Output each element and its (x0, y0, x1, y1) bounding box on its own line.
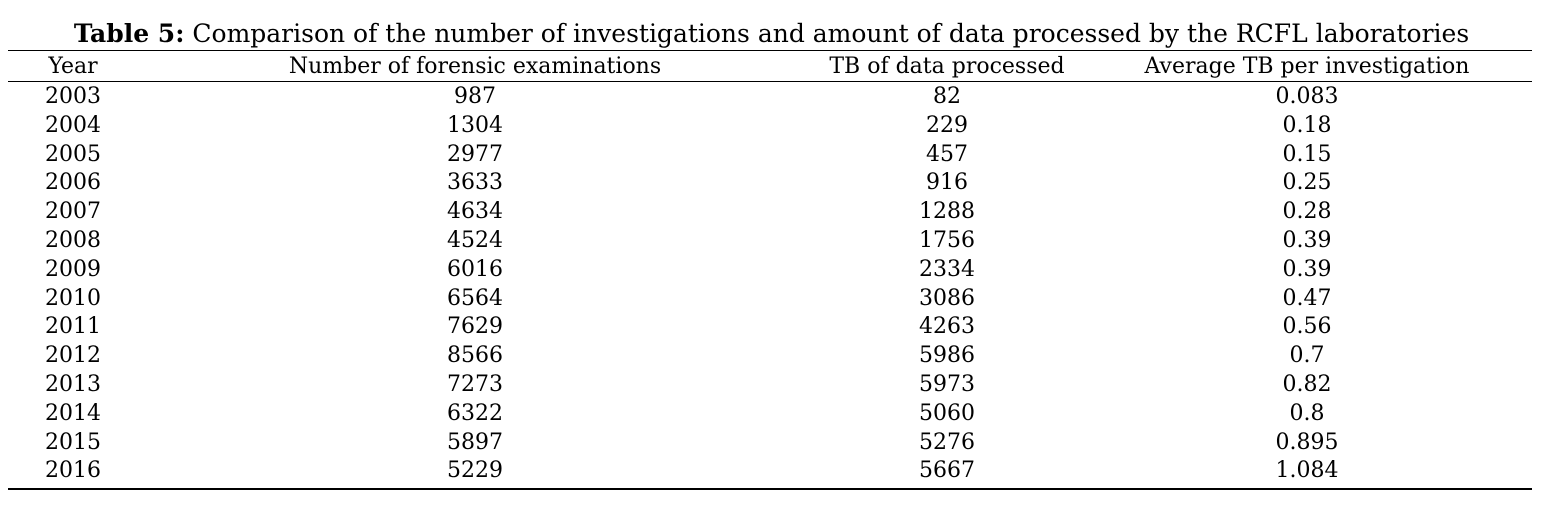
cell-year: 2008 (45, 227, 101, 253)
cell-tb-processed: 1756 (919, 227, 975, 253)
cell-year: 2016 (45, 458, 101, 484)
cell-forensic-examinations: 987 (454, 84, 496, 109)
table-row: 2009 6016 2334 0.39 (8, 256, 1532, 285)
cell-average-tb: 0.18 (1282, 112, 1332, 138)
cell-year: 2015 (45, 429, 101, 455)
cell-average-tb: 0.25 (1282, 170, 1332, 196)
cell-average-tb: 0.8 (1289, 400, 1325, 426)
cell-tb-processed: 5276 (919, 429, 975, 455)
table-row: 2015 5897 5276 0.895 (8, 429, 1532, 458)
cell-tb-processed: 229 (926, 112, 968, 138)
cell-tb-processed: 1288 (919, 199, 975, 225)
cell-year: 2013 (45, 371, 101, 397)
header-year: Year (48, 54, 98, 79)
cell-forensic-examinations: 6564 (447, 285, 503, 311)
cell-tb-processed: 457 (926, 141, 968, 167)
cell-forensic-examinations: 7629 (447, 314, 503, 340)
cell-forensic-examinations: 6016 (447, 256, 503, 282)
cell-tb-processed: 5973 (919, 371, 975, 397)
cell-forensic-examinations: 4524 (447, 227, 503, 253)
cell-average-tb: 0.083 (1275, 84, 1339, 109)
cell-average-tb: 0.28 (1282, 199, 1332, 225)
cell-tb-processed: 5060 (919, 400, 975, 426)
table-row: 2003 987 82 0.083 (8, 83, 1532, 112)
cell-year: 2006 (45, 170, 101, 196)
cell-tb-processed: 5667 (919, 458, 975, 484)
cell-forensic-examinations: 8566 (447, 343, 503, 369)
header-rule (8, 81, 1532, 82)
cell-year: 2010 (45, 285, 101, 311)
cell-tb-processed: 82 (933, 84, 961, 109)
bottom-rule (8, 488, 1532, 490)
table-row: 2007 4634 1288 0.28 (8, 198, 1532, 227)
top-rule (8, 50, 1532, 51)
cell-average-tb: 1.084 (1275, 458, 1339, 484)
cell-average-tb: 0.82 (1282, 371, 1332, 397)
table-row: 2012 8566 5986 0.7 (8, 342, 1532, 371)
cell-forensic-examinations: 5897 (447, 429, 503, 455)
header-average-tb: Average TB per investigation (1144, 54, 1470, 79)
cell-year: 2005 (45, 141, 101, 167)
cell-year: 2014 (45, 400, 101, 426)
cell-year: 2009 (45, 256, 101, 282)
cell-forensic-examinations: 5229 (447, 458, 503, 484)
cell-year: 2004 (45, 112, 101, 138)
table-row: 2006 3633 916 0.25 (8, 169, 1532, 198)
cell-year: 2011 (45, 314, 101, 340)
cell-year: 2003 (45, 84, 101, 109)
cell-forensic-examinations: 4634 (447, 199, 503, 225)
table-row: 2005 2977 457 0.15 (8, 141, 1532, 170)
cell-year: 2007 (45, 199, 101, 225)
cell-forensic-examinations: 2977 (447, 141, 503, 167)
cell-tb-processed: 916 (926, 170, 968, 196)
table-row: 2004 1304 229 0.18 (8, 112, 1532, 141)
cell-average-tb: 0.56 (1282, 314, 1332, 340)
cell-average-tb: 0.15 (1282, 141, 1332, 167)
cell-average-tb: 0.39 (1282, 256, 1332, 282)
header-forensic-examinations: Number of forensic examinations (288, 54, 662, 79)
table-row: 2008 4524 1756 0.39 (8, 227, 1532, 256)
cell-average-tb: 0.47 (1282, 285, 1332, 311)
table-row: 2016 5229 5667 1.084 (8, 457, 1532, 486)
table-body: 2003 987 82 0.083 2004 1304 229 0.18 2005 2977 457… (8, 83, 1532, 486)
table-row: 2014 6322 5060 0.8 (8, 400, 1532, 429)
cell-forensic-examinations: 7273 (447, 371, 503, 397)
cell-average-tb: 0.7 (1289, 343, 1325, 369)
table-caption: Table 5: Comparison of the number of inv… (0, 17, 1543, 51)
cell-forensic-examinations: 6322 (447, 400, 503, 426)
table-header-row: Year Number of forensic examinations TB … (8, 52, 1532, 81)
cell-average-tb: 0.895 (1275, 429, 1339, 455)
table-row: 2010 6564 3086 0.47 (8, 285, 1532, 314)
cell-tb-processed: 4263 (919, 314, 975, 340)
table-row: 2013 7273 5973 0.82 (8, 371, 1532, 400)
caption-text: Comparison of the number of investigatio… (184, 19, 1470, 48)
cell-tb-processed: 3086 (919, 285, 975, 311)
cell-year: 2012 (45, 343, 101, 369)
cell-tb-processed: 2334 (919, 256, 975, 282)
table-row: 2011 7629 4263 0.56 (8, 313, 1532, 342)
cell-average-tb: 0.39 (1282, 227, 1332, 253)
header-tb-processed: TB of data processed (829, 54, 1065, 79)
cell-tb-processed: 5986 (919, 343, 975, 369)
cell-forensic-examinations: 3633 (447, 170, 503, 196)
cell-forensic-examinations: 1304 (447, 112, 503, 138)
caption-label: Table 5: (73, 19, 185, 48)
